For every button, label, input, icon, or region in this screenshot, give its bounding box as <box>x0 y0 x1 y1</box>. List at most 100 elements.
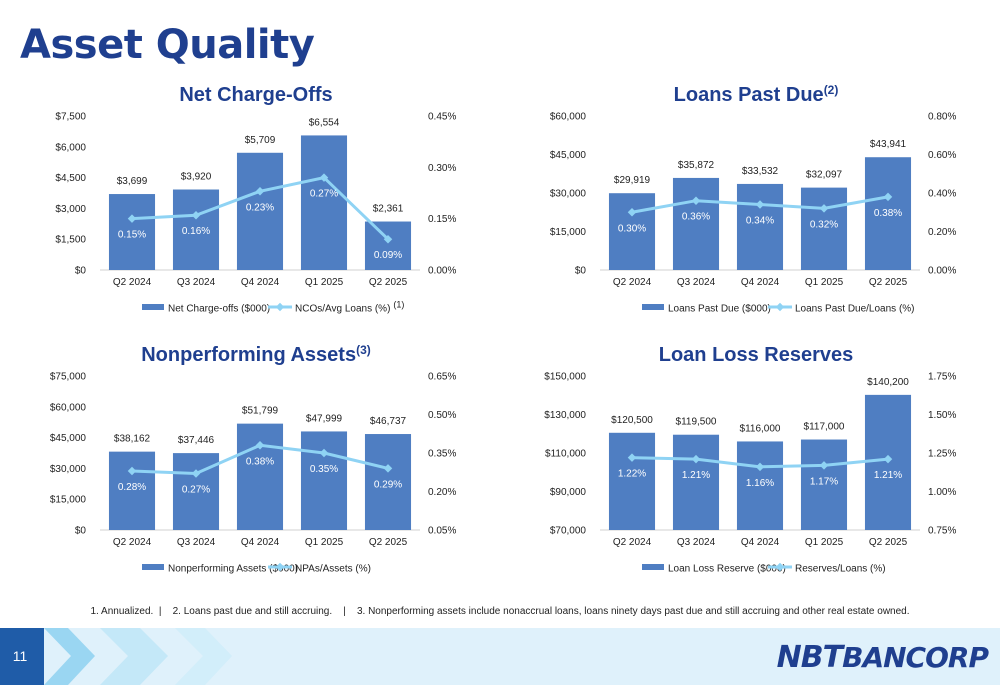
left-axis-tick: $75,000 <box>50 372 87 383</box>
category-label: Q3 2024 <box>677 277 716 288</box>
bar-value-label: $33,532 <box>742 166 779 177</box>
chart-title-text: Loans Past Due <box>674 84 824 106</box>
legend-line-label: Loans Past Due/Loans (%) <box>795 304 915 315</box>
right-axis-tick: 0.05% <box>428 526 456 537</box>
bar-value-label: $51,799 <box>242 406 279 417</box>
chart-title-text: Net Charge-Offs <box>179 84 332 106</box>
ratio-point <box>127 214 137 223</box>
left-axis-tick: $0 <box>75 266 87 277</box>
category-label: Q1 2025 <box>305 537 344 548</box>
bar-value-label: $117,000 <box>804 422 845 433</box>
bar <box>364 434 412 530</box>
ratio-value-label: 0.34% <box>746 216 774 227</box>
chart-svg-loans-past-due: Loans Past Due(2) $0 $15,000 $30,000 $45,000… <box>550 83 957 315</box>
legend-line-label: NCOs/Avg Loans (%) (1) <box>295 300 404 315</box>
chart-svg-nonperforming-assets: Nonperforming Assets(3) $0 $15,000 $30,000 $… <box>50 343 457 575</box>
ratio-value-label: 0.27% <box>310 189 338 200</box>
legend-line-marker <box>775 302 785 312</box>
left-axis-tick: $30,000 <box>550 189 587 200</box>
ratio-point <box>127 466 137 476</box>
footnotes: 1. Annualized. | 2. Loans past due and s… <box>0 606 1000 617</box>
bar <box>236 423 284 530</box>
legend-line-label-text: NPAs/Assets (%) <box>295 564 371 575</box>
ratio-point <box>691 454 701 464</box>
ratio-value-label: 1.16% <box>746 478 774 489</box>
bar <box>864 157 912 270</box>
bar-value-label: $5,709 <box>245 135 276 146</box>
left-axis-tick: $15,000 <box>550 227 587 238</box>
right-axis-tick: 0.20% <box>928 227 956 238</box>
left-axis-tick: $4,500 <box>55 173 86 184</box>
ratio-point <box>383 464 393 473</box>
right-axis-tick: 0.40% <box>928 189 956 200</box>
chart-title-text: Nonperforming Assets <box>141 344 356 366</box>
footnote-separator: | <box>153 606 173 617</box>
bar-value-label: $43,941 <box>870 139 907 150</box>
bar <box>736 183 784 270</box>
category-label: Q2 2024 <box>113 277 152 288</box>
bar-value-label: $119,500 <box>676 417 717 428</box>
chart-title: Loan Loss Reserves <box>659 344 854 366</box>
ratio-point <box>255 441 265 450</box>
ratio-point <box>383 234 393 244</box>
bar-value-label: $37,446 <box>178 435 215 446</box>
left-axis-tick: $6,000 <box>55 142 86 153</box>
ratio-value-label: 0.23% <box>246 202 274 213</box>
logo-nbt: NBT <box>776 640 843 675</box>
left-axis-tick: $1,500 <box>55 235 86 246</box>
legend-line-superscript: (1) <box>393 300 404 310</box>
legend-line-label-text: Reserves/Loans (%) <box>795 564 886 575</box>
left-axis-tick: $45,000 <box>50 433 87 444</box>
bar <box>108 451 156 530</box>
ratio-value-label: 1.21% <box>682 470 710 481</box>
category-label: Q4 2024 <box>241 277 280 288</box>
bar <box>672 177 720 270</box>
ratio-value-label: 0.32% <box>810 219 838 230</box>
ratio-value-label: 0.09% <box>374 250 402 261</box>
bar-value-label: $2,361 <box>373 204 404 215</box>
right-axis-tick: 0.00% <box>428 266 456 277</box>
legend-bar-swatch <box>142 564 164 570</box>
right-axis-tick: 1.00% <box>928 487 956 498</box>
left-axis-tick: $60,000 <box>50 402 87 413</box>
ratio-value-label: 1.17% <box>810 476 838 487</box>
page-number-box <box>0 628 44 685</box>
left-axis-tick: $15,000 <box>50 495 87 506</box>
bar <box>672 434 720 530</box>
left-axis-tick: $110,000 <box>545 449 586 460</box>
bar-value-label: $3,699 <box>117 176 148 187</box>
page-number: 11 <box>12 648 28 664</box>
legend-line-label: Reserves/Loans (%) <box>795 564 886 575</box>
footnote-1: 1. Annualized. <box>90 606 154 617</box>
ratio-value-label: 0.38% <box>874 208 902 219</box>
ratio-value-label: 0.28% <box>118 482 146 493</box>
right-axis-tick: 0.35% <box>428 449 456 460</box>
ratio-value-label: 0.30% <box>618 223 646 234</box>
bar-value-label: $38,162 <box>114 434 151 445</box>
legend-bar-label: Loan Loss Reserve ($000) <box>668 564 786 575</box>
left-axis-tick: $150,000 <box>544 372 586 383</box>
right-axis-tick: 0.75% <box>928 526 956 537</box>
ratio-value-label: 0.27% <box>182 485 210 496</box>
left-axis-tick: $70,000 <box>550 526 587 537</box>
ratio-point <box>255 187 265 196</box>
ratio-value-label: 1.21% <box>874 470 902 481</box>
bar-value-label: $46,737 <box>370 416 407 427</box>
chart-title: Nonperforming Assets(3) <box>141 343 371 366</box>
right-axis-tick: 0.60% <box>928 150 956 161</box>
legend-line-marker <box>275 302 285 312</box>
bottom-band <box>0 628 1000 685</box>
bar-value-label: $116,000 <box>740 423 781 434</box>
category-label: Q3 2024 <box>677 537 716 548</box>
bar <box>300 135 348 270</box>
left-axis-tick: $60,000 <box>550 112 587 123</box>
legend-line-marker <box>275 562 285 572</box>
chart-title: Net Charge-Offs <box>179 84 332 106</box>
ratio-value-label: 0.15% <box>118 230 146 241</box>
right-axis-tick: 0.20% <box>428 487 456 498</box>
left-axis-tick: $45,000 <box>550 150 587 161</box>
legend-line-label-text: Loans Past Due/Loans (%) <box>795 304 915 315</box>
bar <box>236 152 284 270</box>
category-label: Q1 2025 <box>805 277 844 288</box>
bar-value-label: $3,920 <box>181 172 212 183</box>
